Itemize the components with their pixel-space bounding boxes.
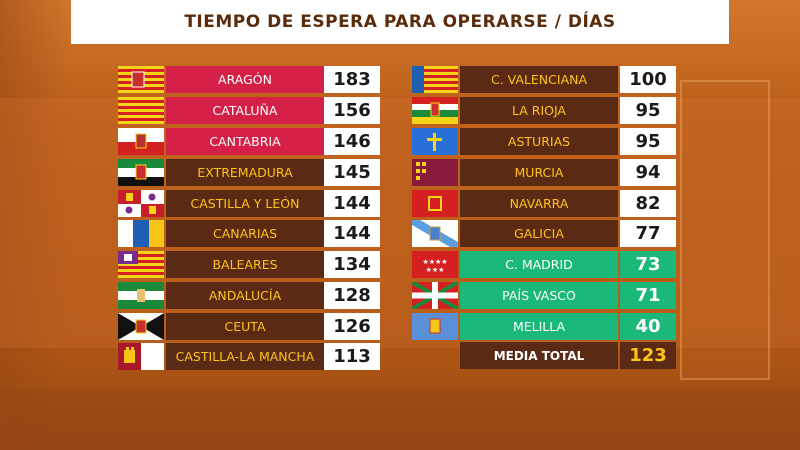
region-value: 95 [620, 97, 676, 124]
region-name: CANARIAS [166, 220, 324, 247]
region-name: MELILLA [460, 313, 618, 340]
region-row-andalucia: ANDALUCÍA 128 [118, 282, 382, 309]
region-row-canarias: CANARIAS 144 [118, 220, 382, 247]
extremadura-flag-icon [118, 159, 164, 186]
region-name: LA RIOJA [460, 97, 618, 124]
cantabria-flag-icon [118, 128, 164, 155]
ceuta-flag-icon [118, 313, 164, 340]
region-row-murcia: MURCIA 94 [412, 159, 680, 186]
region-value: 144 [324, 190, 380, 217]
region-name: CATALUÑA [166, 97, 324, 124]
region-name: PAÍS VASCO [460, 282, 618, 309]
pais-vasco-flag-icon [412, 282, 458, 309]
title-bar: TIEMPO DE ESPERA PARA OPERARSE / DÍAS [71, 0, 729, 44]
andalucia-flag-icon [118, 282, 164, 309]
valencia-flag-icon [412, 66, 458, 93]
region-row-pais-vasco: PAÍS VASCO 71 [412, 282, 680, 309]
region-value: 145 [324, 159, 380, 186]
canarias-flag-icon [118, 220, 164, 247]
region-name: CEUTA [166, 313, 324, 340]
cataluna-flag-icon [118, 97, 164, 124]
region-value: 156 [324, 97, 380, 124]
region-row-la-rioja: LA RIOJA 95 [412, 97, 680, 124]
region-row-cantabria: CANTABRIA 146 [118, 128, 382, 155]
region-row-castilla-y-leon: CASTILLA Y LEÓN 144 [118, 190, 382, 217]
average-total-value: 123 [620, 342, 676, 369]
region-value: 126 [324, 313, 380, 340]
region-value: 113 [324, 343, 380, 370]
region-row-navarra: NAVARRA 82 [412, 190, 680, 217]
region-name: BALEARES [166, 251, 324, 278]
region-row-galicia: GALICIA 77 [412, 220, 680, 247]
region-value: 134 [324, 251, 380, 278]
region-value: 183 [324, 66, 380, 93]
region-name: ANDALUCÍA [166, 282, 324, 309]
region-name: CASTILLA-LA MANCHA [166, 343, 324, 370]
region-row-castilla-la-mancha: CASTILLA-LA MANCHA 113 [118, 343, 382, 370]
region-name: ARAGÓN [166, 66, 324, 93]
region-row-asturias: ASTURIAS 95 [412, 128, 680, 155]
region-row-aragon: ARAGÓN 183 [118, 66, 382, 93]
castilla-y-leon-flag-icon [118, 190, 164, 217]
region-row-valencia: C. VALENCIANA 100 [412, 66, 680, 93]
region-value: 73 [620, 251, 676, 278]
melilla-flag-icon [412, 313, 458, 340]
region-value: 95 [620, 128, 676, 155]
la-rioja-flag-icon [412, 97, 458, 124]
region-row-ceuta: CEUTA 126 [118, 313, 382, 340]
asturias-flag-icon [412, 128, 458, 155]
murcia-flag-icon [412, 159, 458, 186]
region-value: 71 [620, 282, 676, 309]
region-name: CANTABRIA [166, 128, 324, 155]
page-title: TIEMPO DE ESPERA PARA OPERARSE / DÍAS [184, 12, 616, 32]
navarra-flag-icon [412, 190, 458, 217]
region-name: C. VALENCIANA [460, 66, 618, 93]
region-row-baleares: BALEARES 134 [118, 251, 382, 278]
region-name: NAVARRA [460, 190, 618, 217]
region-value: 100 [620, 66, 676, 93]
region-name: CASTILLA Y LEÓN [166, 190, 324, 217]
baleares-flag-icon [118, 251, 164, 278]
background-floor [0, 390, 800, 450]
background-door [680, 80, 770, 380]
region-value: 128 [324, 282, 380, 309]
region-value: 144 [324, 220, 380, 247]
aragon-flag-icon [118, 66, 164, 93]
svg-text:★★★: ★★★ [426, 266, 445, 274]
region-row-cataluna: CATALUÑA 156 [118, 97, 382, 124]
region-row-extremadura: EXTREMADURA 145 [118, 159, 382, 186]
region-name: GALICIA [460, 220, 618, 247]
madrid-flag-icon: ★★★★ ★★★ [412, 251, 458, 278]
region-name: EXTREMADURA [166, 159, 324, 186]
region-name: C. MADRID [460, 251, 618, 278]
region-row-melilla: MELILLA 40 [412, 313, 680, 340]
region-row-madrid: ★★★★ ★★★ C. MADRID 73 [412, 251, 680, 278]
region-name: MURCIA [460, 159, 618, 186]
average-total-label: MEDIA TOTAL [460, 342, 618, 369]
region-name: ASTURIAS [460, 128, 618, 155]
region-value: 94 [620, 159, 676, 186]
region-value: 82 [620, 190, 676, 217]
svg-text:★★★★: ★★★★ [422, 258, 447, 266]
castilla-la-mancha-flag-icon [118, 343, 164, 370]
region-value: 77 [620, 220, 676, 247]
region-value: 146 [324, 128, 380, 155]
galicia-flag-icon [412, 220, 458, 247]
region-value: 40 [620, 313, 676, 340]
